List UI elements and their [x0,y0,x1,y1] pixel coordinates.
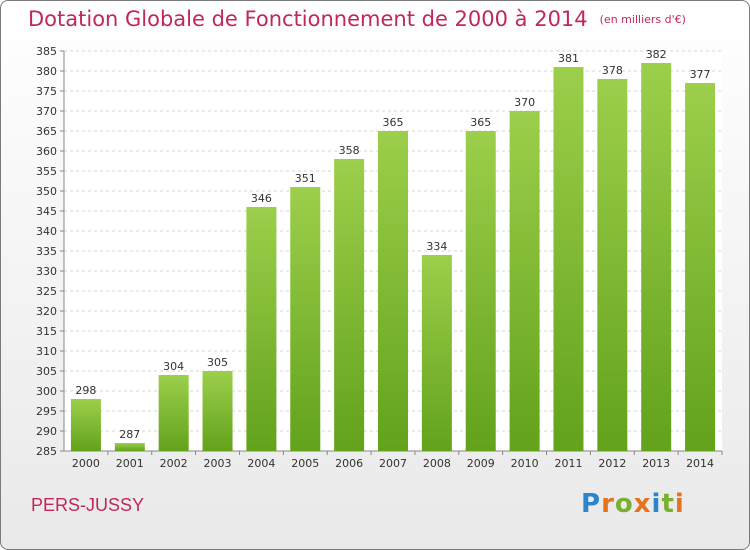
y-tick-label: 370 [36,105,57,118]
y-tick-label: 340 [36,225,57,238]
y-tick-label: 365 [36,125,57,138]
x-tick-label: 2008 [423,457,451,470]
y-tick-label: 305 [36,365,57,378]
data-label: 351 [295,172,316,185]
bar-chart: 285 290 295 300 305 310 315 320 325 330 335 340 345 3… [36,45,723,470]
bar-2005 [290,187,321,451]
y-tick-label: 375 [36,85,57,98]
title-text: Dotation Globale de Fonctionnement de 20… [28,7,588,31]
proxiti-logo[interactable]: Proxiti [581,489,685,519]
data-label: 382 [646,48,667,61]
y-tick-label: 385 [36,45,57,58]
data-label: 298 [75,384,96,397]
x-tick-label: 2005 [291,457,319,470]
chart-title: Dotation Globale de Fonctionnement de 20… [28,7,686,31]
data-label: 287 [119,428,140,441]
y-tick-label: 310 [36,345,57,358]
y-tick-label: 330 [36,265,57,278]
y-tick-label: 380 [36,65,57,78]
x-tick-label: 2000 [72,457,100,470]
bars [70,63,716,451]
x-tick-label: 2014 [686,457,714,470]
x-tick-label: 2006 [335,457,363,470]
y-tick-label: 300 [36,385,57,398]
y-tick-label: 355 [36,165,57,178]
city-name: PERS-JUSSY [31,495,145,515]
x-tick-label: 2003 [204,457,232,470]
y-tick-label: 350 [36,185,57,198]
bar-2006 [334,159,365,451]
x-tick-label: 2010 [511,457,539,470]
bar-2013 [641,63,672,451]
y-tick-label: 345 [36,205,57,218]
x-tick-label: 2012 [598,457,626,470]
x-tick-label: 2009 [467,457,495,470]
x-tick-label: 2001 [116,457,144,470]
x-tick-label: 2007 [379,457,407,470]
x-tick-label: 2013 [642,457,670,470]
x-tick-label: 2004 [247,457,275,470]
x-tick-label: 2002 [160,457,188,470]
y-tick-label: 325 [36,285,57,298]
bar-2000 [70,399,101,451]
bar-2003 [202,371,233,451]
data-label: 304 [163,360,184,373]
data-label: 346 [251,192,272,205]
bar-2010 [509,111,540,451]
bar-2014 [685,83,716,451]
data-label: 365 [383,116,404,129]
data-label: 381 [558,52,579,65]
bar-2001 [114,443,145,451]
bar-2009 [465,131,496,451]
y-tick-label: 285 [36,445,57,458]
title-unit: (en milliers d'€) [599,13,686,26]
data-label: 370 [514,96,535,109]
data-label: 377 [690,68,711,81]
data-label: 378 [602,64,623,77]
data-label: 365 [470,116,491,129]
axes: 285 290 295 300 305 310 315 320 325 330 335 340 345 3… [36,45,723,470]
y-tick-label: 320 [36,305,57,318]
y-tick-label: 315 [36,325,57,338]
y-tick-label: 295 [36,405,57,418]
bar-2007 [378,131,408,451]
bar-2002 [158,375,189,451]
data-label: 334 [426,240,447,253]
y-tick-label: 360 [36,145,57,158]
data-labels: 298 287 304 305 346 351 358 365 334 365 370 381 378 3… [75,48,710,441]
data-label: 358 [339,144,360,157]
bar-2008 [421,255,452,451]
bar-2012 [597,79,628,451]
y-tick-label: 335 [36,245,57,258]
bar-2004 [246,207,277,451]
data-label: 305 [207,356,228,369]
bar-2011 [553,67,584,451]
y-tick-label: 290 [36,425,57,438]
x-tick-label: 2011 [554,457,582,470]
